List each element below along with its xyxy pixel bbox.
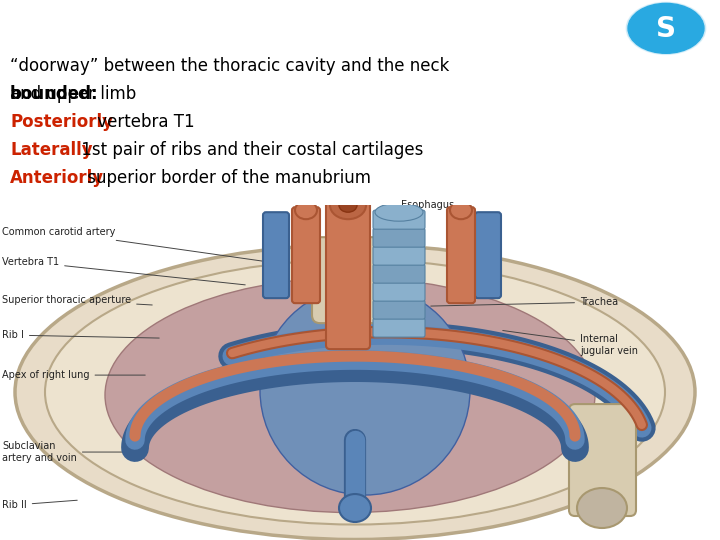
Text: Vertebra T1: Vertebra T1 [2, 257, 246, 285]
Text: 1st pair of ribs and their costal cartilages: 1st pair of ribs and their costal cartil… [76, 141, 423, 159]
FancyBboxPatch shape [373, 246, 425, 265]
FancyBboxPatch shape [373, 228, 425, 247]
Text: Common carotid artery: Common carotid artery [2, 227, 267, 262]
Text: Anteriorly: Anteriorly [10, 169, 104, 187]
Text: Superior thoracic aperture: Superior thoracic aperture [2, 295, 152, 305]
Ellipse shape [45, 260, 665, 524]
Text: and upper limb: and upper limb [10, 85, 136, 103]
Text: Apex of right lung: Apex of right lung [2, 370, 145, 380]
Circle shape [628, 3, 704, 53]
Text: vertebra T1: vertebra T1 [92, 113, 194, 131]
FancyBboxPatch shape [447, 207, 475, 303]
Text: Laterally: Laterally [10, 141, 93, 159]
Ellipse shape [15, 245, 695, 539]
Ellipse shape [105, 278, 595, 512]
Text: Trachea: Trachea [431, 297, 618, 307]
Text: S: S [656, 16, 676, 44]
Text: Subclavian
artery and voin: Subclavian artery and voin [2, 441, 127, 463]
FancyBboxPatch shape [373, 300, 425, 319]
Ellipse shape [339, 494, 371, 522]
Text: superior border of the manubrium: superior border of the manubrium [82, 169, 371, 187]
Text: 4.1. Superior thoracic aperture: 4.1. Superior thoracic aperture [7, 17, 323, 35]
Text: Posteriorly: Posteriorly [10, 113, 113, 131]
Text: Internal
jugular vein: Internal jugular vein [503, 330, 638, 356]
FancyBboxPatch shape [373, 318, 425, 337]
Ellipse shape [330, 191, 366, 219]
Ellipse shape [260, 285, 470, 495]
Text: bounded:: bounded: [10, 85, 99, 103]
Ellipse shape [450, 201, 472, 219]
Circle shape [626, 2, 706, 55]
FancyBboxPatch shape [373, 210, 425, 229]
FancyBboxPatch shape [263, 212, 289, 298]
FancyBboxPatch shape [292, 207, 320, 303]
Text: Rib II: Rib II [2, 500, 77, 510]
Ellipse shape [295, 201, 317, 219]
FancyBboxPatch shape [475, 212, 501, 298]
Text: Manubrium
of sternum: Manubrium of sternum [575, 449, 636, 471]
Ellipse shape [339, 198, 357, 212]
FancyBboxPatch shape [569, 404, 636, 516]
Text: Esophagus: Esophagus [402, 200, 454, 210]
Ellipse shape [577, 488, 627, 528]
Text: Rib I: Rib I [2, 330, 159, 340]
FancyBboxPatch shape [326, 201, 370, 349]
FancyBboxPatch shape [312, 237, 413, 323]
FancyBboxPatch shape [373, 282, 425, 301]
Text: “doorway” between the thoracic cavity and the neck: “doorway” between the thoracic cavity an… [10, 57, 449, 75]
FancyBboxPatch shape [373, 264, 425, 283]
Ellipse shape [375, 203, 423, 221]
